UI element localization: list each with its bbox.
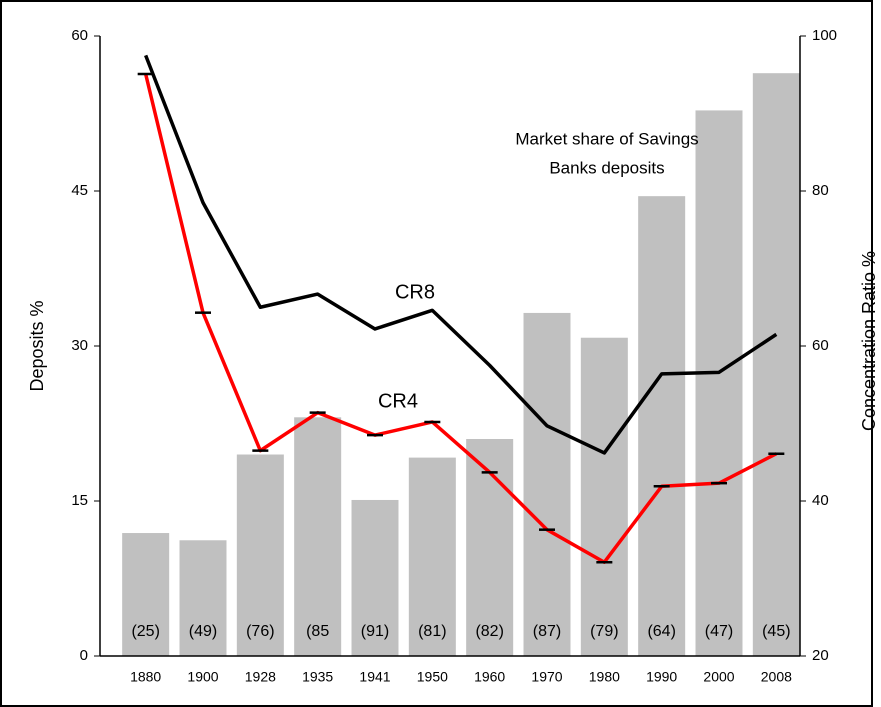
x-tick-label: 1950 bbox=[417, 669, 448, 685]
bar-label: (91) bbox=[361, 623, 389, 640]
bar-label: (79) bbox=[590, 623, 618, 640]
x-tick-label: 1935 bbox=[302, 669, 333, 685]
series-label: CR4 bbox=[378, 390, 418, 412]
bar-label: (49) bbox=[189, 623, 217, 640]
bar bbox=[466, 439, 514, 656]
x-tick-label: 2008 bbox=[761, 669, 792, 685]
x-tick-label: 1980 bbox=[589, 669, 620, 685]
bar bbox=[752, 73, 800, 656]
bar bbox=[294, 417, 342, 656]
bar bbox=[122, 533, 170, 656]
y-tick-label: 30 bbox=[71, 337, 88, 354]
y2-tick-label: 100 bbox=[812, 27, 837, 44]
bar bbox=[695, 110, 743, 656]
y2-tick-label: 60 bbox=[812, 337, 829, 354]
y2-axis-label: Concentration Ratio % bbox=[859, 251, 879, 431]
x-tick-label: 1990 bbox=[646, 669, 677, 685]
bar-label: (85 bbox=[306, 623, 329, 640]
x-tick-label: 1970 bbox=[531, 669, 562, 685]
x-tick-label: 1928 bbox=[245, 669, 276, 685]
bar-label: (47) bbox=[705, 623, 733, 640]
y2-tick-label: 80 bbox=[812, 182, 829, 199]
y-axis-label: Deposits % bbox=[27, 300, 47, 391]
x-tick-label: 1880 bbox=[130, 669, 161, 685]
bar-label: (82) bbox=[475, 623, 503, 640]
bar bbox=[351, 499, 399, 656]
bar bbox=[236, 454, 284, 656]
bar-label: (76) bbox=[246, 623, 274, 640]
bar-label: (25) bbox=[131, 623, 159, 640]
bar-label: (87) bbox=[533, 623, 561, 640]
x-tick-label: 1900 bbox=[187, 669, 218, 685]
y-tick-label: 60 bbox=[71, 27, 88, 44]
bar bbox=[179, 540, 227, 656]
bar bbox=[523, 312, 571, 656]
y2-tick-label: 40 bbox=[812, 492, 829, 509]
series-label: Banks deposits bbox=[549, 158, 664, 177]
y2-tick-label: 20 bbox=[812, 647, 829, 664]
bar bbox=[408, 457, 456, 656]
line bbox=[144, 54, 778, 455]
y-tick-label: 15 bbox=[71, 492, 88, 509]
x-tick-label: 1960 bbox=[474, 669, 505, 685]
bar-label: (64) bbox=[647, 623, 675, 640]
y-tick-label: 45 bbox=[71, 182, 88, 199]
bar-label: (45) bbox=[762, 623, 790, 640]
bar bbox=[580, 337, 628, 656]
x-tick-label: 1941 bbox=[359, 669, 390, 685]
x-tick-label: 2000 bbox=[703, 669, 734, 685]
series-label: Market share of Savings bbox=[515, 129, 698, 148]
y-tick-label: 0 bbox=[80, 647, 88, 664]
bar-label: (81) bbox=[418, 623, 446, 640]
bar bbox=[638, 196, 686, 656]
series-label: CR8 bbox=[395, 281, 435, 303]
line bbox=[143, 73, 778, 564]
